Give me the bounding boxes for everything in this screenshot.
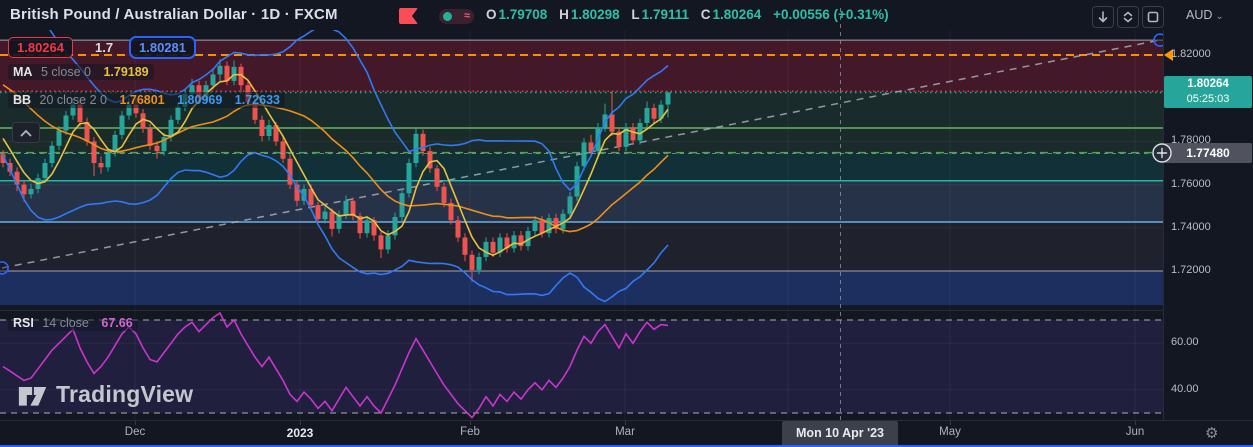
rsi-tick-label: 60.00 [1171, 336, 1199, 349]
currency-label: AUD [1186, 8, 1213, 22]
time-tick-label: Jun [1125, 426, 1145, 438]
price-alert-label-red[interactable]: 1.80264 [8, 37, 73, 58]
ma-name: MA [13, 65, 33, 79]
rsi-name: RSI [13, 316, 34, 330]
bb-lower-value: 1.72633 [234, 93, 280, 107]
last-price-value: 1.80264 [1187, 78, 1229, 91]
ma5-line [2, 73, 669, 257]
bar-countdown: 05:25:03 [1186, 93, 1230, 106]
price-label-plain[interactable]: 1.7 [95, 40, 114, 55]
time-tick-mark [135, 421, 136, 425]
time-tick-mark [1135, 421, 1136, 425]
ma-value: 1.79189 [103, 65, 149, 79]
trendline-handle[interactable] [1153, 33, 1163, 47]
market-status-toggle[interactable]: ≈ [439, 9, 474, 24]
trendline-handle[interactable] [0, 261, 9, 275]
rsi-pane[interactable] [0, 310, 1163, 420]
change-value: +0.00556 (+0.31%) [773, 7, 889, 22]
trendline-drawing[interactable] [0, 33, 1163, 275]
bottom-accent-strip [0, 445, 1253, 447]
chart-header: British Pound / Australian Dollar · 1D ·… [0, 0, 1253, 30]
collapse-pane-button[interactable] [1117, 6, 1139, 28]
price-tick-label: 1.74000 [1171, 220, 1211, 233]
high-label: H [559, 7, 569, 22]
low-value: 1.79111 [641, 7, 689, 22]
tradingview-logo-icon [18, 386, 47, 406]
time-axis[interactable]: Mon 10 Apr '23 Dec 2023 Feb Mar May Jun [0, 420, 1253, 446]
ma-indicator-row[interactable]: MA 5 close 0 1.79189 [8, 64, 154, 80]
time-tick-label: May [939, 426, 961, 438]
crosshair-vertical-line [840, 8, 841, 420]
bb-lower-line [2, 151, 669, 303]
crosshair-date-badge: Mon 10 Apr '23 [782, 421, 898, 446]
axis-separator [1163, 30, 1164, 445]
candles-layer [0, 59, 671, 282]
rsi-value: 67.66 [101, 316, 133, 330]
approx-icon: ≈ [463, 10, 470, 22]
maximize-pane-button[interactable] [1142, 6, 1164, 28]
chevron-down-icon: ⌄ [1215, 11, 1224, 22]
alert-marker-icon [1164, 49, 1173, 61]
open-value: 1.79708 [498, 7, 548, 22]
ma-params: 5 close 0 [40, 65, 91, 79]
sr-level-lines [0, 39, 1163, 272]
price-scale-settings-gear-icon[interactable]: ⚙ [1205, 425, 1219, 442]
price-axis[interactable]: 1.80264 05:25:03 1.77480 1.82000 1.78000 1… [1164, 30, 1253, 420]
rsi-params: 14 close [42, 316, 89, 330]
ohlc-values: O 1.79708 H 1.80298 L 1.79111 C 1.80264 +0.0… [486, 7, 889, 22]
arrow-down-icon [1098, 11, 1108, 23]
crosshair-horizontal-line [0, 153, 1163, 154]
time-tick-mark [470, 421, 471, 425]
open-label: O [486, 7, 497, 22]
legend-collapse-button[interactable] [12, 122, 40, 143]
time-tick-label: Dec [124, 426, 146, 438]
rsi-line [2, 311, 669, 419]
price-tick-label: 1.82000 [1171, 48, 1211, 60]
rsi-indicator-row[interactable]: RSI 14 close 67.66 [8, 315, 138, 331]
price-tick-label: 1.76000 [1171, 177, 1211, 190]
time-tick-mark [950, 421, 951, 425]
bb-basis-value: 1.76801 [119, 93, 165, 107]
fxcm-logo-icon [399, 8, 418, 24]
main-price-pane[interactable] [0, 30, 1163, 310]
pane-separator[interactable] [0, 310, 1163, 311]
bb-indicator-row[interactable]: BB 20 close 2 0 1.76801 1.80969 1.72633 [8, 92, 285, 108]
time-tick-label: Feb [460, 426, 480, 438]
time-tick-label: 2023 [286, 426, 314, 440]
high-value: 1.80298 [570, 7, 620, 22]
time-tick-label: Mar [615, 426, 635, 438]
bb-name: BB [13, 93, 32, 107]
close-value: 1.80264 [712, 7, 762, 22]
bb-upper-value: 1.80969 [177, 93, 223, 107]
watermark-text: TradingView [56, 381, 194, 407]
market-open-dot-icon [443, 12, 452, 21]
close-label: C [700, 7, 711, 22]
symbol-title[interactable]: British Pound / Australian Dollar · 1D ·… [10, 6, 338, 23]
tradingview-watermark: TradingView [18, 381, 193, 408]
time-tick-mark [625, 421, 626, 425]
price-tick-label: 1.72000 [1171, 264, 1211, 276]
crosshair-price-badge: 1.77480 [1164, 142, 1252, 163]
rsi-tick-label: 40.00 [1171, 382, 1199, 395]
collapse-icon [1123, 11, 1133, 23]
last-price-badge: 1.80264 05:25:03 [1164, 76, 1252, 109]
time-tick-mark [300, 421, 301, 425]
bb-params: 20 close 2 0 [39, 93, 107, 107]
chevron-up-icon [20, 129, 32, 136]
currency-dropdown[interactable]: AUD ⌄ [1186, 8, 1224, 22]
move-pane-down-button[interactable] [1092, 6, 1114, 28]
low-label: L [631, 7, 640, 22]
crosshair-cursor-icon [1151, 142, 1173, 164]
maximize-icon [1147, 11, 1159, 23]
rsi-band-fill [0, 320, 1163, 413]
price-alert-label-blue[interactable]: 1.80281 [129, 36, 196, 59]
